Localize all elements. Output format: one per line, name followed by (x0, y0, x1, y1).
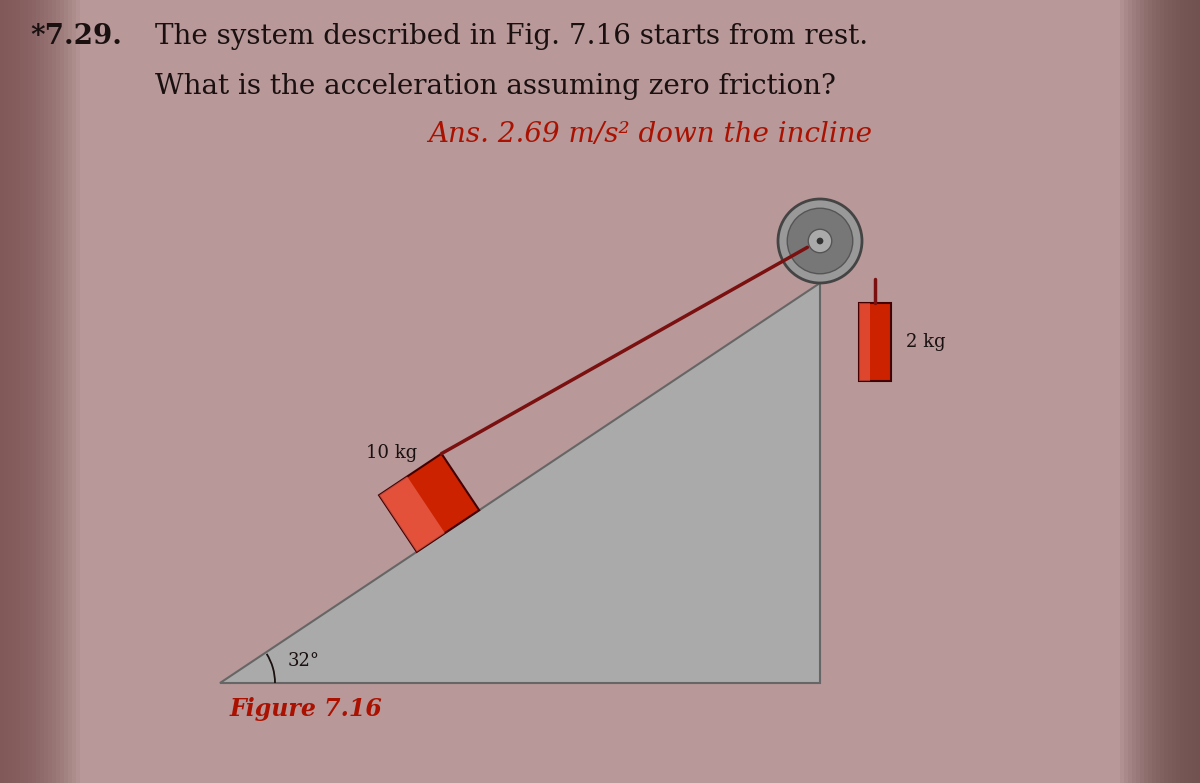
Bar (1136, 0, 1200, 783)
Bar (1128, 0, 1200, 783)
Bar (1180, 0, 1200, 783)
Bar (1144, 0, 1200, 783)
Bar (0, 0, 16, 783)
Polygon shape (220, 283, 820, 683)
Bar (1184, 0, 1200, 783)
Bar (0, 0, 4, 783)
Polygon shape (859, 303, 870, 381)
Bar (0, 0, 76, 783)
Bar (1148, 0, 1200, 783)
Bar (0, 0, 24, 783)
Bar (0, 0, 8, 783)
Polygon shape (379, 453, 479, 552)
Text: 32°: 32° (288, 652, 320, 670)
Bar (0, 0, 28, 783)
Circle shape (809, 229, 832, 253)
Bar (1196, 0, 1200, 783)
Bar (1156, 0, 1200, 783)
Bar (0, 0, 60, 783)
Bar (0, 0, 52, 783)
Circle shape (817, 237, 823, 244)
Bar (0, 0, 44, 783)
Bar (1168, 0, 1200, 783)
Circle shape (778, 199, 862, 283)
Text: Ans. 2.69 m/s² down the incline: Ans. 2.69 m/s² down the incline (428, 121, 872, 148)
Bar (1140, 0, 1200, 783)
Polygon shape (379, 477, 445, 552)
Bar (0, 0, 72, 783)
Bar (0, 0, 68, 783)
Bar (1160, 0, 1200, 783)
Text: 10 kg: 10 kg (366, 444, 418, 462)
Bar (1164, 0, 1200, 783)
Polygon shape (859, 303, 890, 381)
Bar (1124, 0, 1200, 783)
Bar (0, 0, 80, 783)
Text: *7.29.: *7.29. (30, 23, 122, 50)
Bar (1152, 0, 1200, 783)
Bar (0, 0, 32, 783)
Circle shape (787, 208, 853, 274)
Bar (1172, 0, 1200, 783)
Bar (0, 0, 12, 783)
Bar (1188, 0, 1200, 783)
Bar (0, 0, 20, 783)
Text: Figure 7.16: Figure 7.16 (230, 697, 383, 721)
Bar (0, 0, 36, 783)
Bar (1132, 0, 1200, 783)
Bar (0, 0, 48, 783)
Text: 2 kg: 2 kg (906, 333, 946, 351)
Text: The system described in Fig. 7.16 starts from rest.: The system described in Fig. 7.16 starts… (155, 23, 868, 50)
Bar (1192, 0, 1200, 783)
Bar (0, 0, 56, 783)
Bar (0, 0, 40, 783)
Bar (1176, 0, 1200, 783)
Bar (0, 0, 64, 783)
Bar (1120, 0, 1200, 783)
Text: What is the acceleration assuming zero friction?: What is the acceleration assuming zero f… (155, 73, 836, 100)
